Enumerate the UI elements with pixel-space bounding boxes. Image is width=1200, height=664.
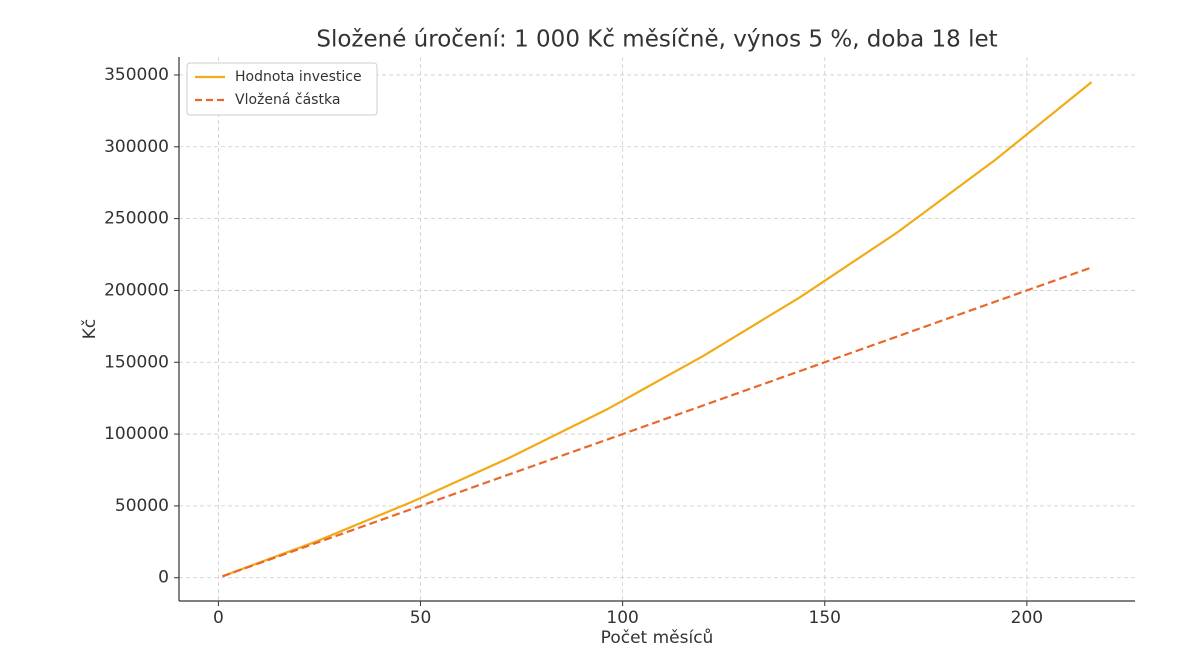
y-tick-label: 250000 bbox=[104, 209, 169, 229]
x-tick-label: 200 bbox=[1011, 608, 1043, 628]
chart-title: Složené úročení: 1 000 Kč měsíčně, výnos… bbox=[316, 27, 997, 53]
x-tick-label: 100 bbox=[606, 608, 638, 628]
series-line bbox=[222, 81, 1093, 578]
y-tick-label: 150000 bbox=[104, 352, 169, 372]
x-axis-label: Počet měsíců bbox=[601, 628, 714, 648]
y-tick-label: 200000 bbox=[104, 280, 169, 300]
y-tick-label: 100000 bbox=[104, 424, 169, 444]
y-tick-label: 300000 bbox=[104, 137, 169, 157]
y-tick-label: 50000 bbox=[115, 496, 169, 516]
series-line bbox=[222, 266, 1092, 578]
x-tick-label: 50 bbox=[410, 608, 432, 628]
legend-label: Hodnota investice bbox=[235, 69, 362, 85]
x-tick-label: 0 bbox=[213, 608, 224, 628]
y-axis-label: Kč bbox=[80, 319, 100, 340]
y-tick-label: 0 bbox=[158, 568, 169, 588]
legend-box bbox=[186, 62, 378, 116]
y-tick-label: 350000 bbox=[104, 65, 169, 85]
legend-label: Vložená částka bbox=[235, 92, 340, 108]
x-tick-label: 150 bbox=[809, 608, 841, 628]
